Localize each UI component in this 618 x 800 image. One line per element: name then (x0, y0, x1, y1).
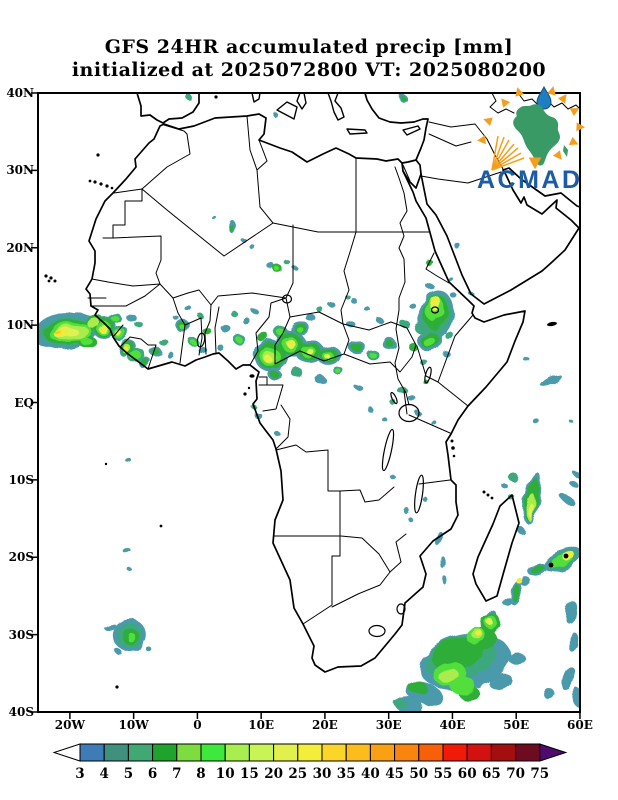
colorbar-segment (345, 743, 371, 762)
colorbar-segment (321, 743, 347, 762)
colorbar-label: 50 (409, 766, 428, 782)
map-frame (37, 92, 581, 713)
colorbar-segment (297, 743, 323, 762)
sicily (276, 101, 298, 120)
sardinia-tip (251, 93, 261, 103)
italy-toe (296, 93, 307, 110)
colorbar-segment (490, 743, 517, 762)
islands (44, 95, 569, 689)
colorbar-label: 35 (337, 766, 356, 782)
x-axis-label: 10W (118, 718, 149, 732)
sun-triangles (477, 86, 585, 170)
colorbar-segment (466, 743, 492, 762)
colorbar-label: 30 (313, 766, 332, 782)
colorbar-segment (103, 743, 129, 762)
colorbar-segment (224, 743, 250, 762)
madagascar-coast (472, 494, 520, 602)
colorbar-segment (200, 743, 226, 762)
country-borders (87, 93, 580, 625)
colorbar-segment (152, 743, 178, 762)
colorbar-label: 75 (530, 766, 549, 782)
colorbar-segment (176, 743, 202, 762)
colorbar-segment (418, 743, 444, 762)
y-axis-label: 30S (8, 627, 34, 642)
colorbar-label: 40 (361, 766, 380, 782)
colorbar-label: 5 (124, 766, 133, 782)
africa-silhouette (513, 104, 560, 166)
greece-bits (327, 93, 345, 121)
reunion-island (548, 562, 554, 568)
colorbar-label: 55 (434, 766, 453, 782)
x-axis-label: 0 (193, 718, 202, 732)
colorbar-label: 6 (148, 766, 157, 782)
x-axis-label: 40E (439, 718, 466, 732)
water-drop-icon (536, 85, 552, 110)
y-axis-label: EQ (14, 395, 34, 410)
colorbar-segment (273, 743, 299, 762)
crete (346, 128, 368, 135)
precip-colorbar: 3 4 5 6 7 8 10 15 20 25 30 35 40 45 50 55 60 65 70 75 (52, 743, 568, 782)
colorbar-segment (515, 743, 541, 762)
colorbar-segment (442, 743, 468, 762)
x-axis-label: 20W (54, 718, 85, 732)
sinai-coast (402, 159, 422, 189)
lakes (196, 294, 440, 638)
x-axis-label: 60E (567, 718, 593, 732)
y-axis-label: 20N (6, 240, 34, 255)
colorbar-label: 8 (196, 766, 205, 782)
colorbar-segment (369, 743, 396, 762)
colorbar-label: 65 (482, 766, 501, 782)
logo-text: ACMAD (477, 166, 583, 193)
y-axis-label: 10S (8, 472, 34, 487)
colorbar-segment (248, 743, 275, 762)
levant-turkey-coast (364, 93, 429, 164)
colorbar-segment (127, 743, 154, 762)
colorbar-label: 20 (264, 766, 283, 782)
colorbar-label: 60 (458, 766, 477, 782)
colorbar-segment (79, 743, 105, 762)
chart-subtitle: initialized at 2025072800 VT: 2025080200 (71, 59, 547, 81)
colorbar-label: 3 (75, 766, 84, 782)
x-axis-label: 20E (311, 718, 338, 732)
colorbar-label: 10 (216, 766, 235, 782)
y-axis-label: 10N (6, 318, 34, 333)
x-axis-label: 10E (248, 718, 275, 732)
cyprus (402, 125, 421, 136)
swaziland-border (396, 603, 406, 615)
sun-rays-fan (491, 135, 525, 171)
colorbar-label: 4 (99, 766, 108, 782)
colorbar-label: 25 (288, 766, 307, 782)
madagascar-silhouette (563, 145, 568, 157)
coastlines-and-borders (44, 93, 580, 689)
colorbar-label: 15 (240, 766, 259, 782)
y-axis-label: 20S (8, 550, 34, 565)
colorbar-label: 70 (506, 766, 525, 782)
colorbar-label: 45 (385, 766, 404, 782)
acmad-logo: ACMAD (477, 85, 585, 193)
colorbar-segment (394, 743, 420, 762)
africa-coastline (85, 113, 526, 673)
axis-ticks (31, 92, 581, 719)
africa-precip-map (31, 92, 581, 719)
y-axis-label: 40S (8, 705, 34, 719)
colorbar-label: 7 (172, 766, 181, 782)
x-axis-label: 30E (375, 718, 402, 732)
y-axis-label: 40N (6, 86, 34, 100)
lesotho-border (368, 624, 386, 638)
arabia-coastline (420, 167, 580, 305)
mauritius-island (563, 553, 569, 559)
y-axis-label: 30N (6, 163, 34, 178)
chart-title: GFS 24HR accumulated precip [mm] (104, 36, 514, 58)
iberia-coast (136, 93, 200, 124)
x-axis-label: 50E (503, 718, 530, 732)
